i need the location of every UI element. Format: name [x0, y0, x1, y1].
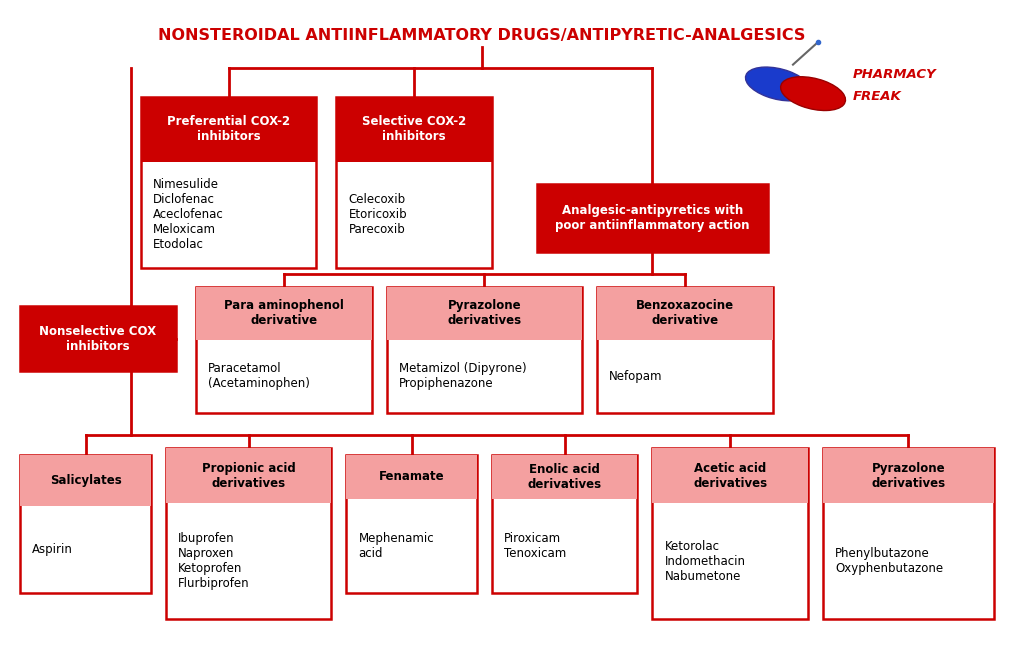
- FancyBboxPatch shape: [346, 455, 477, 594]
- Text: Fenamate: Fenamate: [379, 470, 444, 484]
- FancyBboxPatch shape: [20, 455, 151, 506]
- FancyBboxPatch shape: [823, 448, 993, 503]
- Text: Preferential COX-2
inhibitors: Preferential COX-2 inhibitors: [167, 115, 290, 143]
- Text: Mephenamic
acid: Mephenamic acid: [358, 532, 434, 560]
- Text: Nefopam: Nefopam: [609, 370, 663, 383]
- FancyBboxPatch shape: [196, 287, 372, 413]
- FancyBboxPatch shape: [492, 455, 637, 594]
- FancyBboxPatch shape: [140, 97, 316, 162]
- Text: PHARMACY: PHARMACY: [853, 68, 937, 81]
- FancyBboxPatch shape: [140, 97, 316, 268]
- Text: Benzoxazocine
derivative: Benzoxazocine derivative: [636, 299, 734, 328]
- FancyBboxPatch shape: [196, 287, 372, 340]
- FancyBboxPatch shape: [823, 448, 993, 619]
- Text: Ketorolac
Indomethacin
Nabumetone: Ketorolac Indomethacin Nabumetone: [665, 540, 745, 582]
- FancyBboxPatch shape: [652, 448, 808, 619]
- FancyBboxPatch shape: [597, 287, 773, 413]
- FancyBboxPatch shape: [492, 455, 637, 499]
- FancyBboxPatch shape: [387, 287, 583, 413]
- Text: Celecoxib
Etoricoxib
Parecoxib: Celecoxib Etoricoxib Parecoxib: [348, 193, 408, 236]
- Text: NONSTEROIDAL ANTIINFLAMMATORY DRUGS/ANTIPYRETIC-ANALGESICS: NONSTEROIDAL ANTIINFLAMMATORY DRUGS/ANTI…: [158, 28, 806, 43]
- FancyBboxPatch shape: [166, 448, 332, 619]
- Text: Enolic acid
derivatives: Enolic acid derivatives: [527, 463, 602, 491]
- Text: Propionic acid
derivatives: Propionic acid derivatives: [202, 462, 296, 490]
- Text: Analgesic-antipyretics with
poor antiinflammatory action: Analgesic-antipyretics with poor antiinf…: [555, 204, 750, 232]
- FancyBboxPatch shape: [597, 287, 773, 340]
- Text: Pyrazolone
derivatives: Pyrazolone derivatives: [447, 299, 521, 328]
- Ellipse shape: [745, 67, 810, 101]
- FancyBboxPatch shape: [166, 448, 332, 503]
- Text: Selective COX-2
inhibitors: Selective COX-2 inhibitors: [362, 115, 466, 143]
- Text: FREAK: FREAK: [853, 90, 902, 103]
- FancyBboxPatch shape: [537, 184, 768, 251]
- Text: Acetic acid
derivatives: Acetic acid derivatives: [693, 462, 767, 490]
- FancyBboxPatch shape: [652, 448, 808, 503]
- Text: Aspirin: Aspirin: [33, 544, 73, 556]
- Text: Nonselective COX
inhibitors: Nonselective COX inhibitors: [40, 324, 157, 353]
- FancyBboxPatch shape: [20, 307, 176, 371]
- Text: Paracetamol
(Acetaminophen): Paracetamol (Acetaminophen): [208, 363, 310, 390]
- Ellipse shape: [780, 77, 846, 111]
- FancyBboxPatch shape: [387, 287, 583, 340]
- Text: Ibuprofen
Naproxen
Ketoprofen
Flurbiprofen: Ibuprofen Naproxen Ketoprofen Flurbiprof…: [178, 532, 250, 590]
- Text: Phenylbutazone
Oxyphenbutazone: Phenylbutazone Oxyphenbutazone: [836, 547, 943, 575]
- Text: Pyrazolone
derivatives: Pyrazolone derivatives: [871, 462, 945, 490]
- Text: Para aminophenol
derivative: Para aminophenol derivative: [224, 299, 344, 328]
- FancyBboxPatch shape: [20, 455, 151, 594]
- Text: Nimesulide
Diclofenac
Aceclofenac
Meloxicam
Etodolac: Nimesulide Diclofenac Aceclofenac Meloxi…: [153, 178, 223, 251]
- FancyBboxPatch shape: [346, 455, 477, 499]
- FancyBboxPatch shape: [336, 97, 492, 162]
- FancyBboxPatch shape: [336, 97, 492, 268]
- Text: Salicylates: Salicylates: [49, 474, 122, 487]
- Text: Metamizol (Dipyrone)
Propiphenazone: Metamizol (Dipyrone) Propiphenazone: [398, 363, 526, 390]
- FancyBboxPatch shape: [537, 184, 768, 251]
- FancyBboxPatch shape: [20, 307, 176, 371]
- Text: Piroxicam
Tenoxicam: Piroxicam Tenoxicam: [504, 532, 566, 560]
